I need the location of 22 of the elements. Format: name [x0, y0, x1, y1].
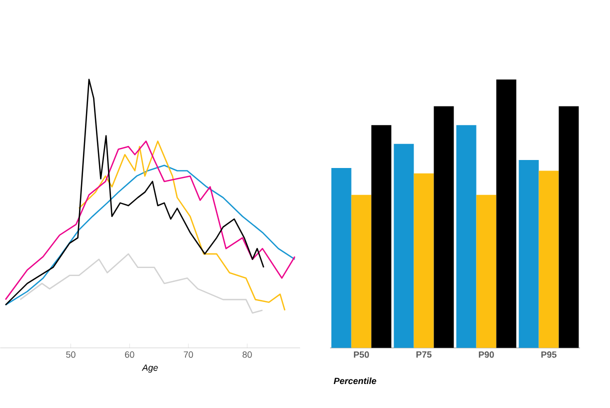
x-tick-label: 50 — [66, 351, 76, 358]
bar — [394, 144, 414, 348]
bar — [496, 80, 516, 348]
bar — [476, 194, 496, 348]
x-axis-title: Age — [142, 364, 158, 373]
bar — [558, 106, 579, 348]
bar — [518, 160, 539, 348]
bar — [456, 125, 476, 348]
bar — [371, 125, 392, 348]
x-tick-label: P50 — [354, 351, 369, 358]
x-axis-title: Percentile — [334, 378, 376, 384]
x-tick-label: 80 — [242, 351, 252, 358]
bar — [351, 194, 372, 348]
x-tick-label: P75 — [416, 351, 432, 358]
bar — [331, 168, 352, 348]
bar — [434, 106, 454, 348]
x-tick-label: 70 — [184, 351, 194, 358]
x-tick-label: 60 — [125, 351, 134, 358]
bar — [414, 173, 434, 348]
x-tick-label: P90 — [478, 351, 494, 358]
x-tick-label: P95 — [541, 351, 556, 358]
bar — [538, 170, 559, 348]
